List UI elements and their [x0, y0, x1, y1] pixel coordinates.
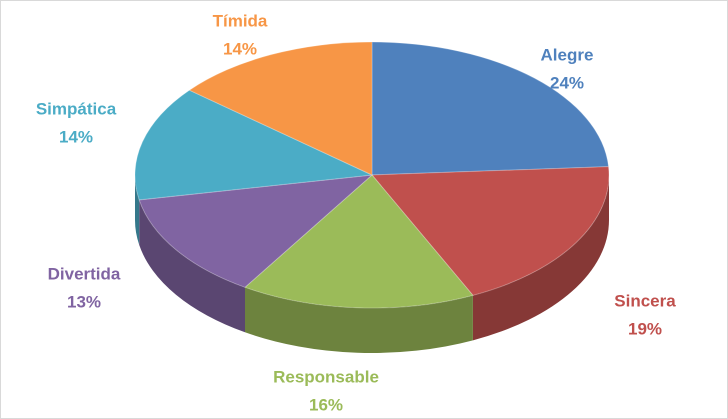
slice	[138, 174, 374, 288]
slice-side	[472, 175, 609, 341]
slice	[371, 41, 610, 176]
slice-label: Tímida	[213, 11, 268, 30]
slice-label: Responsable	[273, 367, 379, 386]
slice-side	[245, 287, 473, 353]
slice	[244, 174, 474, 309]
slice-label: Alegre	[541, 45, 594, 64]
slice	[134, 89, 374, 201]
slice-side	[135, 175, 140, 245]
slice-value-label: 13%	[67, 292, 101, 311]
slice-value-label: 19%	[628, 319, 662, 338]
slice-value-label: 16%	[309, 395, 343, 414]
slice-value-label: 24%	[550, 73, 584, 92]
slice-value-label: 14%	[59, 127, 93, 146]
slice	[370, 166, 610, 296]
slice-value-label: 14%	[223, 39, 257, 58]
slice	[188, 41, 373, 176]
slice-side	[139, 199, 246, 333]
slice-label: Simpática	[36, 99, 117, 118]
slice-label: Sincera	[614, 291, 676, 310]
slice-label: Divertida	[48, 264, 121, 283]
